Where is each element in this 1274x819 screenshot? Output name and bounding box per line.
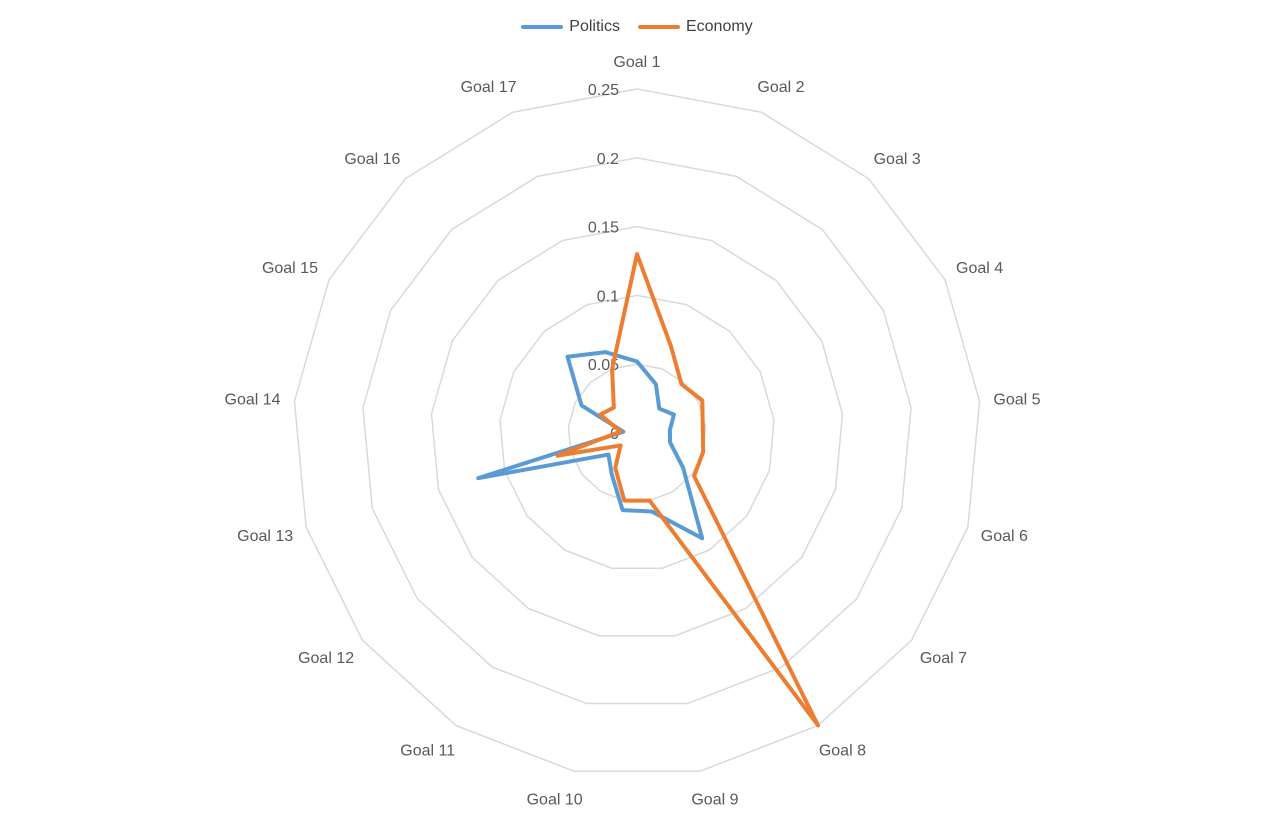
category-label: Goal 12	[298, 650, 354, 667]
legend-label-economy: Economy	[685, 18, 753, 35]
category-label: Goal 3	[874, 151, 921, 168]
legend-item-politics: Politics	[521, 18, 620, 36]
category-label: Goal 5	[993, 392, 1040, 409]
category-label: Goal 4	[956, 260, 1003, 277]
legend-swatch-politics	[521, 25, 564, 29]
category-label: Goal 16	[344, 151, 400, 168]
legend-label-politics: Politics	[569, 18, 620, 35]
grid-ring-3	[430, 225, 844, 637]
series-line-politics	[476, 350, 705, 541]
series-line-economy	[555, 252, 821, 728]
legend-item-economy: Economy	[637, 18, 753, 36]
category-label: Goal 1	[613, 54, 660, 71]
grid-ring-5	[293, 88, 981, 772]
legend-swatch-economy	[637, 25, 680, 29]
category-label: Goal 17	[461, 79, 517, 96]
category-label: Goal 13	[237, 528, 293, 545]
legend: Politics Economy	[0, 18, 1274, 36]
grid-ring-2	[499, 294, 775, 570]
tick-label: 0.1	[597, 288, 619, 305]
tick-label: 0.15	[588, 220, 619, 237]
category-label: Goal 9	[691, 792, 738, 809]
category-label: Goal 11	[400, 742, 455, 759]
grid-ring-4	[362, 157, 912, 705]
category-label: Goal 7	[920, 650, 967, 667]
tick-label: 0.2	[597, 151, 619, 168]
category-label: Goal 8	[819, 742, 866, 759]
category-label: Goal 10	[527, 792, 583, 809]
category-label: Goal 14	[225, 392, 281, 409]
category-label: Goal 15	[262, 260, 318, 277]
tick-label: 0.25	[588, 82, 619, 99]
category-label: Goal 6	[981, 528, 1028, 545]
category-label: Goal 2	[757, 79, 804, 96]
